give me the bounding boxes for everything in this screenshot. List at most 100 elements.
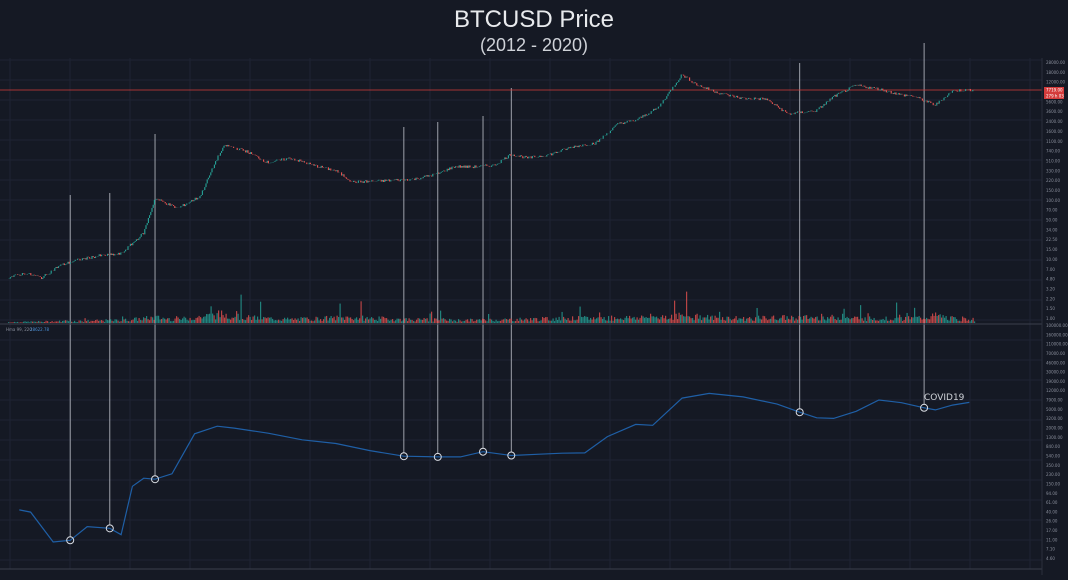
- marker-circle[interactable]: [920, 403, 929, 412]
- volume-bar: [257, 316, 259, 323]
- volume-bar: [468, 321, 470, 323]
- volume-bar: [945, 316, 947, 323]
- volume-bar: [284, 317, 286, 323]
- marker-circle[interactable]: [151, 475, 160, 484]
- volume-bar: [107, 320, 109, 323]
- volume-bar: [623, 320, 625, 323]
- volume-bar: [183, 316, 185, 323]
- volume-bar: [516, 318, 518, 323]
- marker-circle[interactable]: [479, 447, 488, 456]
- volume-bar: [726, 316, 728, 323]
- volume-bar: [800, 316, 802, 323]
- volume-bar: [204, 316, 206, 323]
- volume-bar: [479, 319, 481, 323]
- volume-bar: [858, 319, 860, 323]
- volume-bar: [875, 320, 877, 323]
- volume-bar: [446, 320, 448, 323]
- volume-bar: [186, 319, 188, 323]
- volume-bar: [891, 320, 893, 323]
- indicator-line: [19, 392, 970, 543]
- volume-bar: [221, 310, 223, 323]
- volume-bar: [8, 322, 10, 323]
- volume-bar: [281, 320, 283, 323]
- volume-bar: [848, 318, 850, 323]
- volume-bar: [579, 306, 581, 323]
- volume-bar: [515, 321, 517, 323]
- volume-bar: [675, 313, 677, 323]
- volume-bar: [432, 321, 434, 323]
- price-tick-label: 330.00: [1046, 168, 1060, 173]
- marker-circle[interactable]: [66, 536, 75, 545]
- volume-bar: [167, 318, 169, 323]
- volume-bar: [902, 321, 904, 323]
- marker-circle[interactable]: [795, 408, 804, 417]
- volume-bar: [752, 320, 754, 323]
- volume-bar: [569, 320, 571, 323]
- volume-bar: [68, 321, 70, 323]
- volume-bar: [530, 318, 532, 323]
- marker-circle[interactable]: [399, 452, 408, 461]
- volume-bar: [888, 320, 890, 323]
- marker-circle[interactable]: [105, 524, 114, 533]
- volume-bar: [288, 319, 290, 323]
- volume-bar: [354, 318, 356, 323]
- volume-bar: [494, 321, 496, 323]
- volume-bar: [297, 318, 299, 323]
- volume-bar: [254, 315, 256, 323]
- volume-bar: [443, 318, 445, 323]
- volume-bar: [203, 316, 205, 323]
- volume-bar: [551, 320, 553, 323]
- volume-bar: [651, 316, 653, 323]
- volume-bar: [477, 319, 479, 323]
- volume-bar: [411, 319, 413, 323]
- volume-bar: [527, 319, 529, 323]
- volume-bar: [734, 318, 736, 323]
- volume-bar: [23, 321, 25, 323]
- volume-bar: [957, 320, 959, 323]
- volume-bar: [693, 320, 695, 323]
- volume-bar: [936, 315, 938, 323]
- volume-bar: [927, 318, 929, 323]
- volume-bar: [549, 320, 551, 323]
- volume-bar: [353, 320, 355, 323]
- volume-bar: [9, 322, 11, 323]
- volume-bar: [195, 317, 197, 323]
- volume-bar: [914, 307, 916, 323]
- volume-bar: [576, 319, 578, 323]
- volume-bar: [198, 315, 200, 323]
- volume-bar: [50, 321, 52, 323]
- volume-bar: [138, 317, 140, 323]
- volume-bar: [959, 320, 961, 323]
- volume-bar: [741, 318, 743, 323]
- volume-bar: [279, 320, 281, 323]
- volume-bar: [125, 318, 127, 323]
- volume-bar: [224, 317, 226, 323]
- volume-bar: [356, 317, 358, 323]
- marker-circle[interactable]: [433, 452, 442, 461]
- volume-bar: [810, 316, 812, 323]
- volume-bar: [849, 319, 851, 323]
- marker-circle[interactable]: [507, 451, 516, 460]
- volume-bar: [756, 307, 758, 323]
- volume-bar: [95, 320, 97, 323]
- volume-bar: [681, 314, 683, 323]
- indicator-tick-label: 150.00: [1046, 481, 1060, 486]
- volume-bar: [38, 320, 40, 323]
- volume-bar: [308, 319, 310, 323]
- volume-bar: [768, 319, 770, 323]
- volume-bar: [164, 318, 166, 323]
- volume-bar: [543, 317, 545, 323]
- volume-bar: [815, 317, 817, 323]
- volume-bar: [632, 317, 634, 323]
- volume-bar: [614, 317, 616, 323]
- volume-bar: [29, 322, 31, 323]
- volume-bar: [896, 302, 898, 323]
- volume-bar: [126, 320, 128, 323]
- volume-bar: [470, 318, 472, 323]
- volume-bar: [387, 319, 389, 323]
- volume-bar: [788, 318, 790, 323]
- volume-bar: [897, 317, 899, 323]
- volume-bar: [450, 319, 452, 323]
- volume-bar: [699, 315, 701, 323]
